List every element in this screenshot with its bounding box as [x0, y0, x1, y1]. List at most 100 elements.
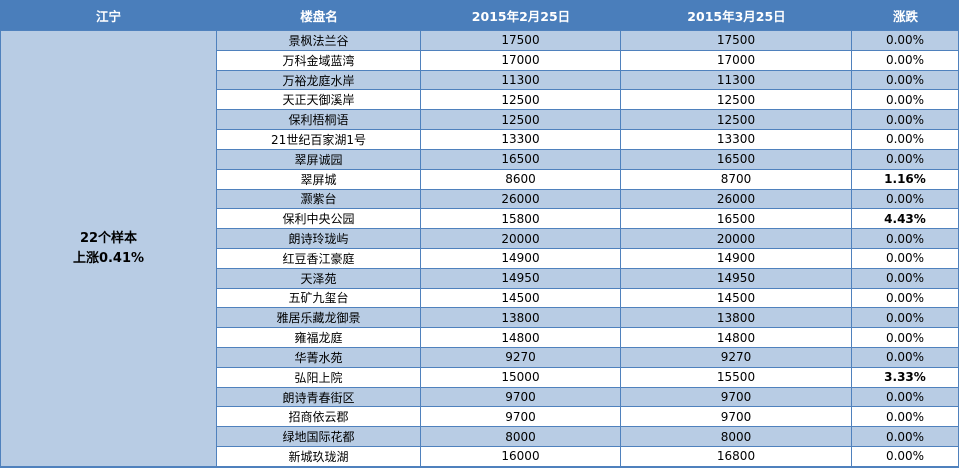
price-mar-cell: 14500 — [621, 288, 852, 308]
price-feb-cell: 20000 — [421, 229, 621, 248]
table-row: 翠屏诚园 16500 16500 0.00% — [217, 149, 958, 170]
table-row: 天泽苑 14950 14950 0.00% — [217, 268, 958, 289]
price-feb-cell: 16500 — [421, 149, 621, 169]
change-percent-cell: 0.00% — [885, 290, 925, 305]
table-row: 红豆香江豪庭 14900 14900 0.00% — [217, 248, 958, 269]
price-feb-cell: 11300 — [421, 70, 621, 90]
property-name-cell: 翠屏诚园 — [217, 149, 421, 169]
property-name-cell: 朗诗青春街区 — [217, 387, 421, 407]
price-feb-cell: 9270 — [421, 348, 621, 367]
property-name-cell: 景枫法兰谷 — [217, 31, 421, 50]
price-mar-cell: 8700 — [621, 169, 852, 189]
price-feb-cell: 9700 — [421, 407, 621, 427]
change-percent-cell: 0.00% — [885, 132, 925, 147]
price-mar-cell: 17500 — [621, 31, 852, 50]
property-name-cell: 弘阳上院 — [217, 367, 421, 387]
price-mar-cell: 16500 — [621, 149, 852, 169]
price-feb-cell: 26000 — [421, 189, 621, 209]
change-percent-cell: 0.00% — [885, 33, 925, 48]
change-percent-cell: 4.43% — [884, 211, 926, 226]
change-percent-cell: 0.00% — [885, 231, 925, 246]
change-percent-cell: 0.00% — [885, 310, 925, 325]
price-mar-cell: 16800 — [621, 447, 852, 466]
property-name-cell: 招商依云郡 — [217, 407, 421, 427]
property-name-cell: 灏紫台 — [217, 189, 421, 209]
change-percent-cell: 0.00% — [885, 53, 925, 68]
table-row: 朗诗青春街区 9700 9700 0.00% — [217, 387, 958, 408]
change-percent-cell: 0.00% — [885, 390, 925, 405]
price-mar-cell: 15500 — [621, 367, 852, 387]
change-percent-cell: 0.00% — [885, 350, 925, 365]
price-feb-cell: 16000 — [421, 447, 621, 466]
change-percent-cell: 0.00% — [885, 152, 925, 167]
change-percent-cell: 0.00% — [885, 73, 925, 88]
property-name-cell: 朗诗玲珑屿 — [217, 229, 421, 248]
price-feb-cell: 13800 — [421, 308, 621, 328]
price-feb-cell: 8000 — [421, 427, 621, 447]
price-feb-cell: 12500 — [421, 110, 621, 130]
property-name-cell: 绿地国际花都 — [217, 427, 421, 447]
change-percent-cell: 1.16% — [884, 172, 926, 187]
price-mar-cell: 12500 — [621, 110, 852, 130]
price-mar-cell: 13300 — [621, 130, 852, 149]
price-feb-cell: 12500 — [421, 90, 621, 110]
property-name-cell: 雍福龙庭 — [217, 328, 421, 347]
header-cell-date-feb: 2015年2月25日 — [471, 8, 571, 24]
price-mar-cell: 9700 — [621, 407, 852, 427]
price-feb-cell: 14900 — [421, 248, 621, 268]
price-feb-cell: 17000 — [421, 50, 621, 70]
table-row: 雅居乐藏龙御景 13800 13800 0.00% — [217, 308, 958, 329]
table-body: 22个样本 上涨0.41% 景枫法兰谷 17500 17500 0.00% 万科… — [0, 30, 959, 468]
table-row: 翠屏城 8600 8700 1.16% — [217, 169, 958, 190]
property-name-cell: 万裕龙庭水岸 — [217, 70, 421, 90]
table-row: 朗诗玲珑屿 20000 20000 0.00% — [217, 229, 958, 249]
change-percent-cell: 0.00% — [885, 112, 925, 127]
change-percent-cell: 0.00% — [885, 251, 925, 266]
price-feb-cell: 15000 — [421, 367, 621, 387]
change-percent-cell: 0.00% — [885, 429, 925, 444]
price-mar-cell: 9700 — [621, 387, 852, 407]
price-mar-cell: 17000 — [621, 50, 852, 70]
table-row: 雍福龙庭 14800 14800 0.00% — [217, 328, 958, 348]
property-name-cell: 雅居乐藏龙御景 — [217, 308, 421, 328]
table-row: 五矿九玺台 14500 14500 0.00% — [217, 288, 958, 309]
change-percent-cell: 0.00% — [885, 449, 925, 464]
table-body-rows: 景枫法兰谷 17500 17500 0.00% 万科金域蓝湾 17000 170… — [217, 31, 958, 466]
header-cell-change: 涨跌 — [892, 8, 918, 24]
table-row: 绿地国际花都 8000 8000 0.00% — [217, 427, 958, 448]
table-row: 弘阳上院 15000 15500 3.33% — [217, 367, 958, 388]
change-percent-cell: 0.00% — [885, 92, 925, 107]
header-cell-property-name: 楼盘名 — [300, 8, 338, 24]
price-mar-cell: 8000 — [621, 427, 852, 447]
change-percent-cell: 0.00% — [885, 271, 925, 286]
price-feb-cell: 8600 — [421, 169, 621, 189]
price-mar-cell: 26000 — [621, 189, 852, 209]
table-header-row: 江宁 楼盘名 2015年2月25日 2015年3月25日 涨跌 — [0, 0, 959, 30]
price-feb-cell: 9700 — [421, 387, 621, 407]
property-name-cell: 天正天御溪岸 — [217, 90, 421, 110]
price-mar-cell: 13800 — [621, 308, 852, 328]
price-feb-cell: 13300 — [421, 130, 621, 149]
price-feb-cell: 15800 — [421, 209, 621, 229]
property-name-cell: 五矿九玺台 — [217, 288, 421, 308]
table-row: 招商依云郡 9700 9700 0.00% — [217, 407, 958, 428]
change-percent-cell: 0.00% — [885, 409, 925, 424]
table-row: 保利中央公园 15800 16500 4.43% — [217, 209, 958, 230]
table-row: 景枫法兰谷 17500 17500 0.00% — [217, 31, 958, 51]
sample-count-label: 22个样本 — [79, 230, 138, 246]
table-row: 万裕龙庭水岸 11300 11300 0.00% — [217, 70, 958, 91]
price-feb-cell: 17500 — [421, 31, 621, 50]
overall-change-label: 上涨0.41% — [72, 250, 145, 266]
price-mar-cell: 9270 — [621, 348, 852, 367]
table-row: 万科金域蓝湾 17000 17000 0.00% — [217, 50, 958, 71]
property-name-cell: 翠屏城 — [217, 169, 421, 189]
property-name-cell: 保利中央公园 — [217, 209, 421, 229]
table-row: 新城玖珑湖 16000 16800 0.00% — [217, 447, 958, 466]
table-row: 华菁水苑 9270 9270 0.00% — [217, 348, 958, 368]
header-cell-region: 江宁 — [95, 8, 121, 24]
price-feb-cell: 14500 — [421, 288, 621, 308]
property-name-cell: 华菁水苑 — [217, 348, 421, 367]
price-mar-cell: 14900 — [621, 248, 852, 268]
property-name-cell: 保利梧桐语 — [217, 110, 421, 130]
